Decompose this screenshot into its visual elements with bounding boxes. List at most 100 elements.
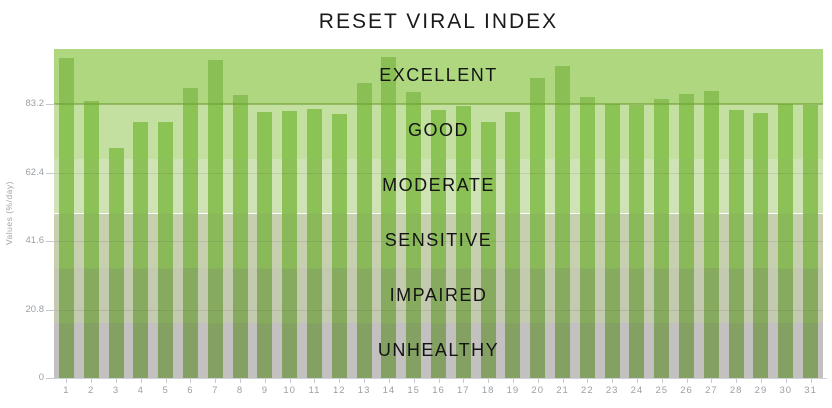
x-tick-label: 18 xyxy=(481,385,495,396)
x-tick-label: 25 xyxy=(655,385,669,396)
bar-day-13 xyxy=(356,82,372,378)
bar-day-30 xyxy=(778,103,794,378)
gridline xyxy=(54,309,823,311)
bar-day-18 xyxy=(480,122,496,378)
x-tick-mark xyxy=(512,379,514,383)
x-tick-label: 20 xyxy=(531,385,544,396)
bar-day-7 xyxy=(207,59,223,378)
x-tick-mark xyxy=(760,379,762,383)
bar-day-17 xyxy=(455,105,471,378)
x-tick-label: 23 xyxy=(605,385,619,396)
x-tick-label: 12 xyxy=(332,385,346,396)
gridline xyxy=(54,241,823,243)
band-label-sensitive: SENSITIVE xyxy=(384,229,493,250)
bar-day-1 xyxy=(58,57,74,378)
x-axis-baseline xyxy=(50,378,827,379)
x-tick-mark xyxy=(264,379,266,383)
x-tick-label: 3 xyxy=(112,385,120,396)
x-tick-label: 30 xyxy=(779,385,793,396)
bar-day-29 xyxy=(753,113,769,378)
x-tick-label: 13 xyxy=(357,385,371,396)
bar-day-21 xyxy=(555,66,571,378)
x-tick-label: 29 xyxy=(754,385,768,396)
x-tick-label: 5 xyxy=(162,385,169,396)
y-tick-label: 62.4 xyxy=(25,166,45,178)
x-tick-label: 4 xyxy=(137,385,144,396)
x-tick-label: 22 xyxy=(581,385,594,396)
x-tick-mark xyxy=(537,379,539,383)
x-tick-mark xyxy=(587,379,589,383)
x-tick-label: 10 xyxy=(283,385,296,396)
y-tick-label: 41.6 xyxy=(25,235,45,247)
bar-day-15 xyxy=(406,92,422,378)
x-tick-mark xyxy=(190,379,192,383)
y-tick-label: 83.2 xyxy=(25,98,45,110)
x-tick-mark xyxy=(413,379,415,383)
x-tick-label: 11 xyxy=(308,385,321,396)
x-tick-mark xyxy=(463,379,465,383)
x-tick-label: 26 xyxy=(680,385,693,396)
bar-day-26 xyxy=(679,94,695,378)
x-tick-label: 28 xyxy=(729,385,743,396)
x-tick-mark xyxy=(215,379,217,383)
bar-day-25 xyxy=(654,99,670,378)
x-tick-mark xyxy=(66,379,68,383)
band-label-excellent: EXCELLENT xyxy=(379,65,498,86)
x-tick-mark xyxy=(562,379,564,383)
x-tick-mark xyxy=(165,379,167,383)
bar-day-9 xyxy=(257,111,273,378)
x-tick-mark xyxy=(289,379,291,383)
bar-day-22 xyxy=(579,97,595,378)
x-tick-mark xyxy=(661,379,663,383)
x-tick-label: 14 xyxy=(382,385,396,396)
bar-day-5 xyxy=(158,122,174,378)
x-tick-label: 6 xyxy=(187,385,194,396)
bar-day-31 xyxy=(803,104,819,378)
band-label-impaired: IMPAIRED xyxy=(389,284,488,305)
x-tick-mark xyxy=(438,379,440,383)
bar-day-20 xyxy=(530,77,546,378)
y-tick-mark xyxy=(46,241,55,243)
bar-day-8 xyxy=(232,95,248,378)
bar-day-12 xyxy=(331,114,347,378)
x-tick-mark xyxy=(240,379,242,383)
band-excellent xyxy=(54,49,823,104)
bar-day-11 xyxy=(306,108,322,378)
x-tick-label: 7 xyxy=(212,385,219,396)
band-label-good: GOOD xyxy=(407,120,469,141)
x-tick-label: 24 xyxy=(630,385,644,396)
x-tick-label: 27 xyxy=(705,385,718,396)
x-tick-label: 17 xyxy=(457,385,470,396)
x-tick-label: 2 xyxy=(88,385,95,396)
bar-day-6 xyxy=(182,88,198,378)
x-tick-label: 15 xyxy=(407,385,420,396)
chart-title: RESET VIRAL INDEX xyxy=(318,10,559,33)
y-tick-mark xyxy=(46,378,55,379)
bar-day-2 xyxy=(83,100,99,378)
y-tick-label: 20.8 xyxy=(25,303,45,315)
x-tick-mark xyxy=(810,379,812,383)
y-tick-mark xyxy=(46,104,55,106)
bar-day-27 xyxy=(703,91,719,378)
x-tick-label: 8 xyxy=(236,385,244,396)
bar-day-3 xyxy=(108,148,124,378)
y-tick-mark xyxy=(46,309,55,311)
x-tick-label: 1 xyxy=(63,385,70,396)
x-tick-mark xyxy=(785,379,787,383)
x-tick-mark xyxy=(488,379,490,383)
x-tick-label: 31 xyxy=(804,385,817,396)
x-tick-label: 9 xyxy=(261,385,268,396)
bar-day-23 xyxy=(604,103,620,378)
x-tick-label: 19 xyxy=(506,385,520,396)
x-tick-label: 16 xyxy=(432,385,445,396)
bar-day-16 xyxy=(431,109,446,378)
bar-day-14 xyxy=(381,56,397,378)
x-tick-mark xyxy=(612,379,614,383)
x-tick-mark xyxy=(736,379,738,383)
x-tick-mark xyxy=(140,379,142,383)
bar-day-28 xyxy=(728,109,744,378)
bar-day-24 xyxy=(629,104,645,378)
bar-day-4 xyxy=(133,122,149,378)
x-tick-label: 21 xyxy=(556,385,569,396)
